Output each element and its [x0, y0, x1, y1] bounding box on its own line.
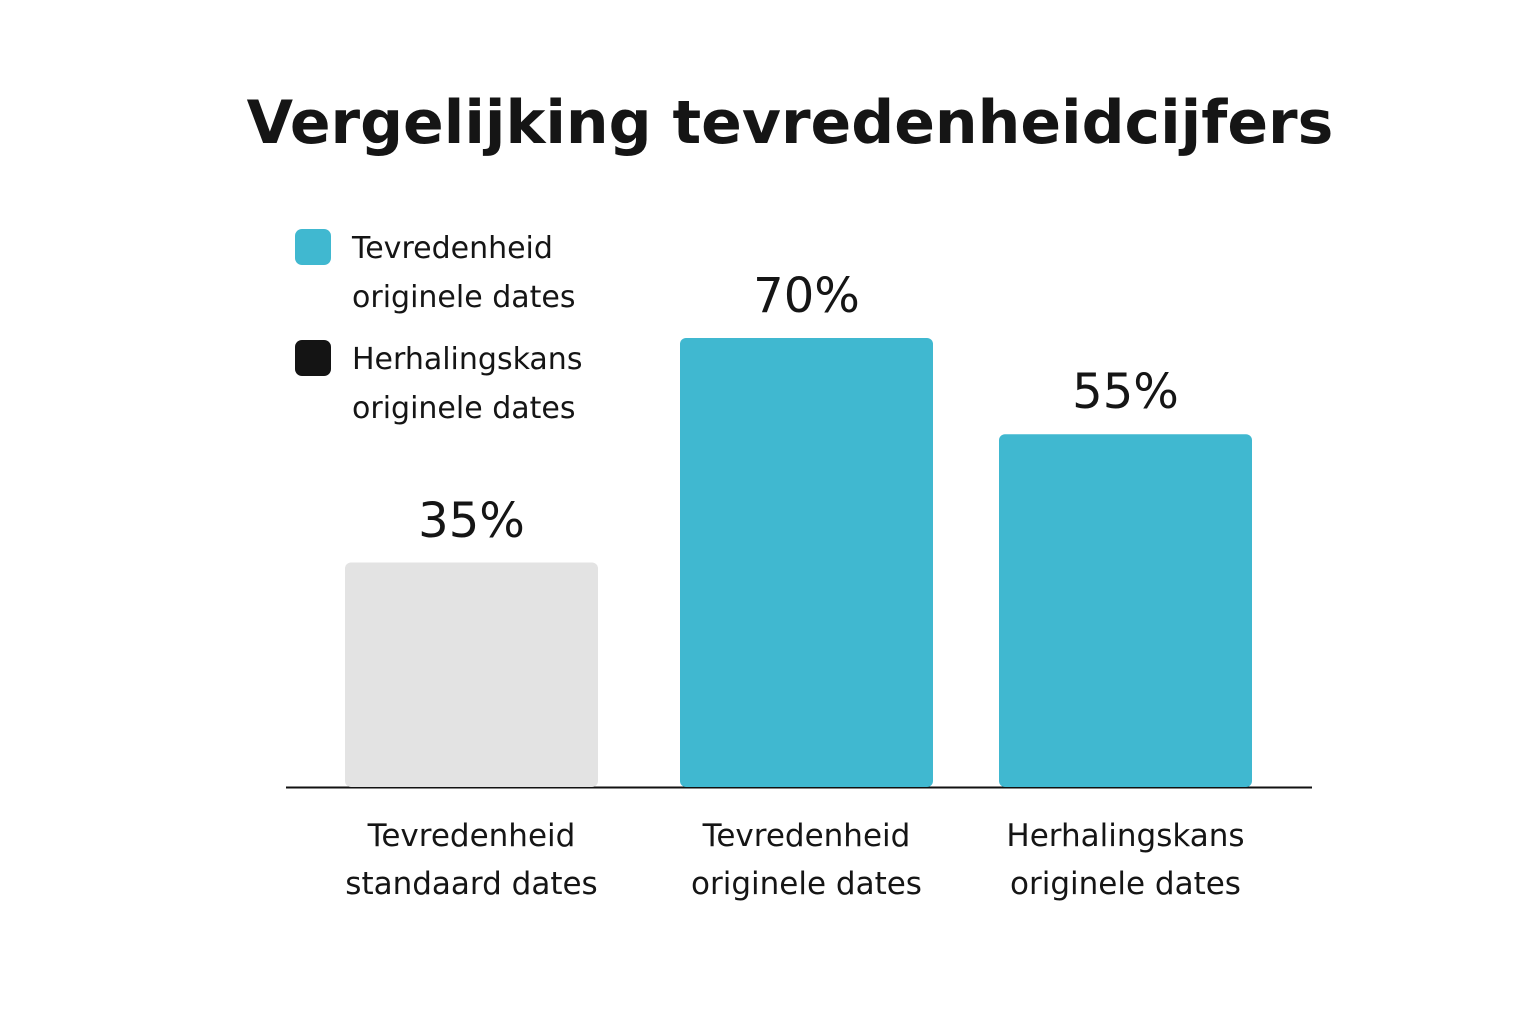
x-tick-label: Tevredenheid standaard dates	[345, 818, 598, 902]
x-tick-label: Herhalingskans originele dates	[1006, 818, 1245, 902]
legend-label: Tevredenheid originele dates	[352, 231, 576, 315]
bar	[680, 338, 933, 787]
value-label: 35%	[418, 492, 525, 549]
bar	[345, 562, 598, 787]
value-label: 70%	[753, 268, 860, 324]
legend-swatch	[295, 229, 331, 265]
chart-title: Vergelijking tevredenheidcijfers	[246, 88, 1334, 158]
legend-label: Herhalingskans originele dates	[352, 342, 583, 426]
bar	[999, 434, 1252, 787]
x-tick-label: Tevredenheid originele dates	[691, 818, 922, 902]
value-label: 55%	[1072, 364, 1179, 421]
legend-swatch	[295, 340, 331, 376]
